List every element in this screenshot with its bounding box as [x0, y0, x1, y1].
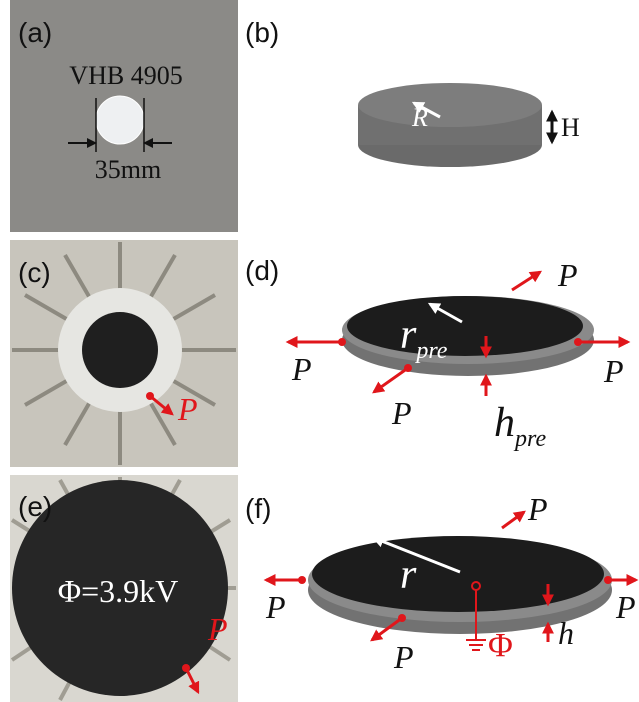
- diameter: 35mm: [95, 155, 161, 184]
- force: P: [527, 491, 548, 527]
- force-arrow: [511, 270, 543, 292]
- force: P: [393, 639, 414, 675]
- radius-arrow: [427, 302, 463, 324]
- force: P: [265, 589, 286, 625]
- radius-arrow: [411, 101, 441, 119]
- radius: R: [411, 103, 428, 132]
- panel-label: (d): [245, 255, 279, 286]
- potential: Φ: [488, 627, 513, 664]
- force: P: [177, 391, 198, 427]
- panel-label: (e): [18, 491, 52, 522]
- membrane: [82, 312, 158, 388]
- panel-f: (f) r Φ h P P P P: [245, 491, 639, 675]
- force-arrow: [501, 510, 526, 530]
- panel-e: (e) Φ=3.9kV P: [10, 475, 238, 702]
- membrane: [312, 536, 604, 612]
- radius: rpre: [400, 312, 448, 364]
- thickness: h: [558, 615, 574, 651]
- panel-b: (b) R H: [245, 17, 580, 167]
- voltage: Φ=3.9kV: [58, 573, 179, 609]
- force: P: [615, 589, 636, 625]
- membrane: [347, 296, 583, 356]
- panel-label: (b): [245, 17, 279, 48]
- force: P: [391, 395, 412, 431]
- force-arrow: [372, 366, 409, 394]
- radius-arrow: [371, 535, 461, 574]
- panel-d: (d) rpre P P P P hpre: [245, 255, 631, 452]
- panel-label: (c): [18, 257, 51, 288]
- force-arrow: [184, 667, 200, 695]
- force: P: [207, 611, 228, 647]
- radius: r: [400, 552, 417, 598]
- height: H: [561, 113, 580, 142]
- thickness: hpre: [494, 400, 546, 452]
- force: P: [557, 257, 578, 293]
- sample: [95, 95, 145, 145]
- material: VHB 4905: [69, 61, 182, 90]
- force-arrow: [149, 394, 174, 416]
- force: P: [603, 353, 624, 389]
- panel-a: (a) VHB 4905 35mm: [10, 0, 238, 232]
- force-arrow: [370, 616, 403, 642]
- panel-label: (f): [245, 493, 271, 524]
- panel-label: (a): [18, 17, 52, 48]
- force: P: [291, 351, 312, 387]
- cylinder-top: [358, 83, 542, 127]
- panel-c: (c) P: [10, 240, 238, 467]
- membrane: [12, 480, 228, 696]
